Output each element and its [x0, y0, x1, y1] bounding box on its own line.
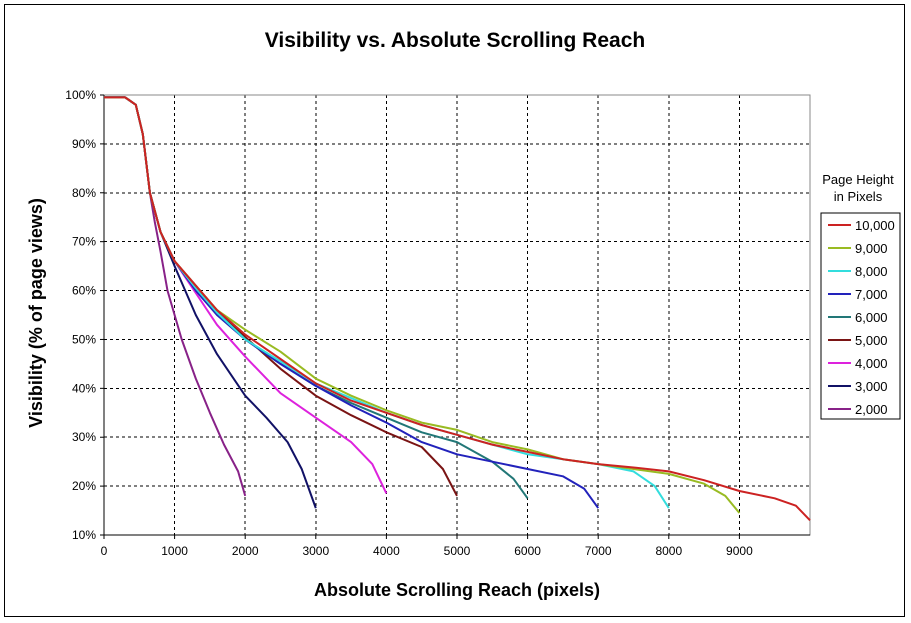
x-tick-label: 9000	[726, 544, 753, 558]
y-tick-label: 20%	[72, 479, 96, 493]
legend-label: 5,000	[855, 333, 888, 348]
x-tick-label: 0	[101, 544, 108, 558]
y-tick-label: 70%	[72, 235, 96, 249]
y-axis-title: Visibility (% of page views)	[26, 198, 46, 428]
legend-label: 4,000	[855, 356, 888, 371]
legend-label: 7,000	[855, 287, 888, 302]
x-tick-label: 1000	[161, 544, 188, 558]
legend-label: 2,000	[855, 402, 888, 417]
legend-label: 8,000	[855, 264, 888, 279]
y-tick-label: 50%	[72, 332, 96, 346]
series-line-10000	[104, 96, 811, 521]
y-tick-label: 90%	[72, 137, 96, 151]
legend-label: 9,000	[855, 241, 888, 256]
y-tick-label: 80%	[72, 186, 96, 200]
x-axis-title: Absolute Scrolling Reach (pixels)	[314, 580, 600, 600]
x-tick-label: 2000	[232, 544, 259, 558]
x-tick-label: 7000	[585, 544, 612, 558]
x-tick-label: 3000	[302, 544, 329, 558]
legend-title: Page Height	[822, 172, 894, 187]
plot-area: 10% 20% 30% 40% 50% 60% 70% 80% 90% 100% 0 1000 2000…	[65, 88, 811, 558]
chart-title: Visibility vs. Absolute Scrolling Reach	[265, 29, 645, 52]
legend-label: 3,000	[855, 379, 888, 394]
x-tick-label: 4000	[373, 544, 400, 558]
legend: Page Height in Pixels 10,000 9,000 8,000 7,00…	[820, 172, 901, 420]
y-tick-label: 30%	[72, 430, 96, 444]
y-tick-label: 100%	[65, 88, 96, 102]
x-tick-label: 5000	[444, 544, 471, 558]
y-tick-label: 60%	[72, 284, 96, 298]
y-tick-label: 40%	[72, 381, 96, 395]
x-tick-label: 6000	[514, 544, 541, 558]
legend-label: 6,000	[855, 310, 888, 325]
x-tick-label: 8000	[655, 544, 682, 558]
y-tick-label: 10%	[72, 528, 96, 542]
legend-title: in Pixels	[834, 189, 883, 204]
legend-label: 10,000	[855, 218, 895, 233]
